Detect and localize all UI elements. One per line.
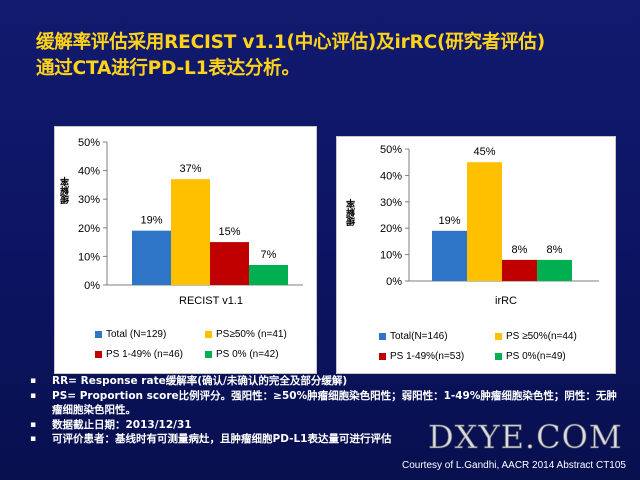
legend-item-total: Total(N=146) — [379, 331, 448, 342]
legend-swatch — [95, 351, 102, 358]
legend-label: PS ≥50%(n=44) — [506, 331, 577, 342]
y-tick-label: 20% — [380, 223, 402, 235]
y-tick-label: 10% — [380, 250, 402, 262]
y-axis-label: 缓解率 — [347, 199, 357, 226]
legend-item-ps-high: PS≥50% (n=41) — [205, 329, 287, 340]
y-tick-label: 20% — [78, 223, 100, 235]
chart-recist-panel: 0% 10% 20% 30% 40% 50% 19% 37% 15% 7% 缓解率 RECIST … — [54, 126, 317, 374]
y-tick-label: 40% — [380, 170, 402, 182]
legend-swatch — [205, 331, 212, 338]
legend-swatch — [95, 331, 102, 338]
slide-title: 缓解率评估采用RECIST v1.1(中心评估)及irRC(研究者评估) 通过C… — [36, 30, 626, 82]
legend-swatch — [205, 351, 212, 358]
bar — [467, 162, 502, 281]
legend-item-ps-high: PS ≥50%(n=44) — [495, 331, 577, 342]
legend-item-ps-zero: PS 0%(n=49) — [495, 351, 566, 362]
bar — [537, 259, 572, 281]
legend-item-total: Total (N=129) — [95, 329, 166, 340]
legend-label: PS 1-49%(n=53) — [390, 351, 465, 362]
legend-label: PS 0%(n=49) — [506, 351, 566, 362]
data-label: 19% — [438, 215, 460, 227]
legend-item-ps-mid: PS 1-49%(n=53) — [379, 351, 464, 362]
data-label: 19% — [140, 215, 162, 227]
footnote-item: RR= Response rate缓解率(确认/未确认的完全及部分缓解) — [30, 374, 620, 389]
chart-recist-plot: 0% 10% 20% 30% 40% 50% 19% 37% 15% 7% — [78, 137, 303, 292]
legend-label: PS 1-49% (n=46) — [106, 349, 183, 360]
slide-title-line-1: 缓解率评估采用RECIST v1.1(中心评估)及irRC(研究者评估) — [36, 32, 545, 53]
bar — [432, 230, 467, 281]
slide-title-line-2: 通过CTA进行PD-L1表达分析。 — [36, 58, 300, 79]
chart-irrc-panel: 0% 10% 20% 30% 40% 50% 19% 45% 8% 8% 缓解率 irRC Tot… — [336, 136, 616, 374]
data-label: 15% — [218, 226, 240, 238]
legend-swatch — [495, 333, 502, 340]
bar — [249, 264, 288, 285]
y-axis-label: 缓解率 — [61, 177, 71, 204]
bar — [210, 242, 249, 285]
x-category-label: irRC — [495, 295, 517, 307]
bar — [132, 230, 171, 285]
footnote-item: 可评价患者：基线时有可测量病灶，且肿瘤细胞PD-L1表达量可进行评估 — [30, 432, 620, 447]
source-credit: Courtesy of L.Gandhi, AACR 2014 Abstract… — [401, 460, 626, 471]
data-label: 37% — [179, 163, 201, 175]
legend-label: PS 0% (n=42) — [216, 349, 279, 360]
legend-label: Total(N=146) — [390, 331, 448, 342]
data-label: 7% — [261, 249, 277, 261]
legend-item-ps-mid: PS 1-49% (n=46) — [95, 349, 183, 360]
legend-label: Total (N=129) — [106, 329, 167, 340]
legend-swatch — [379, 353, 386, 360]
watermark-logo: DXYE.COM — [428, 418, 623, 457]
footnote-item: 数据截止日期：2013/12/31 — [30, 418, 620, 433]
y-tick-label: 0% — [84, 280, 100, 292]
y-tick-label: 50% — [78, 137, 100, 149]
x-category-label: RECIST v1.1 — [179, 295, 243, 307]
bar — [502, 259, 537, 281]
legend-swatch — [379, 333, 386, 340]
legend-label: PS≥50% (n=41) — [216, 329, 287, 340]
y-tick-label: 0% — [386, 276, 402, 288]
chart-irrc-plot: 0% 10% 20% 30% 40% 50% 19% 45% 8% 8% — [380, 144, 599, 288]
footnote-item: PS= Proportion score比例评分。强阳性：≥50%肿瘤细胞染色阳… — [30, 389, 620, 418]
legend-swatch — [495, 353, 502, 360]
data-label: 8% — [512, 244, 528, 256]
y-tick-label: 30% — [78, 194, 100, 206]
legend-item-ps-zero: PS 0% (n=42) — [205, 349, 279, 360]
y-tick-label: 30% — [380, 197, 402, 209]
footnotes: RR= Response rate缓解率(确认/未确认的完全及部分缓解) PS=… — [30, 374, 620, 447]
y-tick-label: 10% — [78, 251, 100, 263]
data-label: 8% — [547, 244, 563, 256]
y-tick-label: 40% — [78, 166, 100, 178]
data-label: 45% — [473, 146, 495, 158]
bar — [171, 179, 210, 285]
y-tick-label: 50% — [380, 144, 402, 156]
